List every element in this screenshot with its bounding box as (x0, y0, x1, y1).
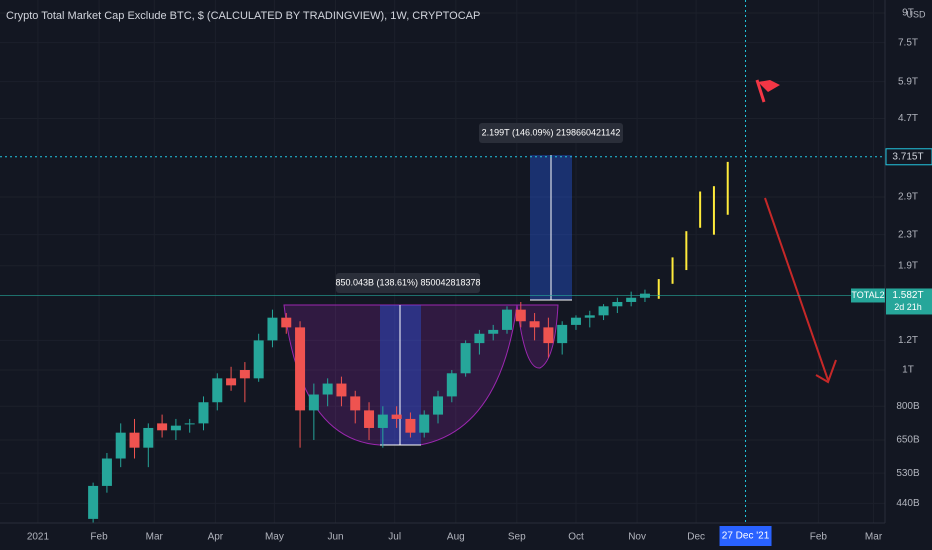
flag (758, 80, 780, 92)
x-tick-label: Jun (327, 532, 343, 543)
candle-body (115, 432, 126, 459)
y-tick-label: 440B (896, 498, 920, 509)
candle-body (433, 396, 444, 415)
countdown-label: 2d 21h (894, 302, 922, 312)
y-tick-label: 1T (902, 365, 914, 376)
x-tick-label: Nov (628, 532, 646, 543)
measure-label: 2.199T (146.09%) 2198660421142 (482, 127, 621, 137)
candle-body (405, 418, 416, 433)
candle-body (143, 427, 154, 448)
candle-body (170, 425, 181, 431)
x-tick-label: 2021 (27, 532, 50, 543)
candle-body (157, 423, 168, 431)
candle-body (391, 414, 402, 419)
candle-body (101, 458, 112, 486)
chart-title: Crypto Total Market Cap Exclude BTC, $ (… (6, 10, 480, 22)
candle-body (336, 383, 347, 397)
candle-body (226, 378, 237, 386)
y-tick-label: 5.9T (898, 76, 918, 87)
x-tick-label: Sep (508, 532, 526, 543)
currency-label: USD (906, 9, 926, 19)
y-tick-label: 1.2T (898, 335, 918, 346)
y-tick-label: 9T (902, 8, 914, 19)
y-tick-label: 7.5T (898, 37, 918, 48)
candle-body (184, 423, 195, 425)
candle-body (419, 414, 430, 433)
candle-body (543, 327, 554, 344)
candle-body (88, 485, 99, 519)
arrow-head (815, 359, 837, 384)
candle-body (350, 396, 361, 411)
candle-body (322, 383, 333, 395)
x-tick-label: Aug (447, 532, 465, 543)
candle-body (626, 297, 637, 302)
candle-body (295, 327, 306, 411)
x-tick-label: Feb (90, 532, 108, 543)
x-tick-label: Mar (146, 532, 164, 543)
candle-body (584, 315, 595, 318)
candle-body (515, 309, 526, 322)
crosshair-x-label: 27 Dec '21 (722, 531, 770, 542)
y-tick-label: 4.7T (898, 113, 918, 124)
candle-body (281, 317, 292, 328)
y-tick-label: 530B (896, 468, 920, 479)
candle-body (598, 306, 609, 316)
symbol-tag (851, 288, 885, 303)
last-price-label: 1.582T (892, 290, 923, 301)
candle-body (212, 378, 223, 403)
x-tick-label: May (265, 532, 284, 543)
x-tick-label: Mar (865, 532, 883, 543)
candle-body (501, 309, 512, 330)
candle-body (474, 333, 485, 344)
x-tick-label: Jul (388, 532, 401, 543)
candle-body (198, 402, 209, 424)
x-tick-label: Apr (208, 532, 224, 543)
y-tick-label: 800B (896, 401, 920, 412)
candle-body (529, 321, 540, 328)
symbol-label: TOTAL2 (851, 290, 884, 300)
x-tick-label: Dec (687, 532, 705, 543)
candle-body (570, 317, 581, 325)
y-tick-label: 1.9T (898, 260, 918, 271)
candle-body (267, 317, 278, 341)
candle-body (364, 410, 375, 428)
candle-body (446, 373, 457, 397)
y-tick-label: 650B (896, 435, 920, 446)
candle-body (557, 324, 568, 344)
y-tick-label: 2.3T (898, 229, 918, 240)
price-tag (886, 288, 932, 315)
candle-body (612, 301, 623, 307)
candle-body (129, 432, 140, 448)
handle-drawing (516, 304, 559, 369)
y-tick-label: 2.9T (898, 192, 918, 203)
x-tick-label: Oct (568, 532, 584, 543)
crosshair-x-tag (719, 526, 772, 546)
candle-body (377, 414, 388, 428)
time-axis (0, 523, 932, 550)
measure-label: 850.043B (138.61%) 850042818378 (335, 277, 480, 287)
measure-tooltip (336, 273, 480, 293)
crosshair-y-tag (885, 148, 932, 166)
candle-body (253, 340, 264, 379)
price-axis (885, 0, 932, 550)
down-arrow (764, 197, 829, 381)
measure-tooltip (479, 123, 623, 143)
candles (88, 161, 729, 523)
candle-body (308, 394, 319, 411)
candle-body (460, 343, 471, 374)
candle-body (239, 370, 250, 379)
crosshair-y-label: 3.715T (892, 151, 923, 162)
candle-body (488, 329, 499, 334)
flag-pole (755, 79, 766, 103)
x-tick-label: Feb (810, 532, 828, 543)
